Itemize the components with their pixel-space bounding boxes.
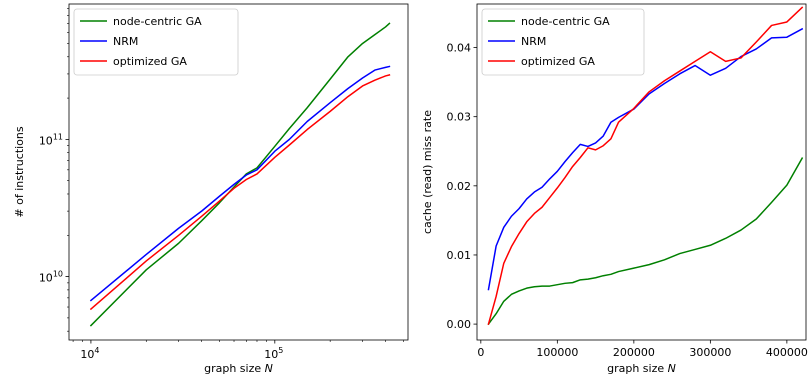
x-tick-label-exponent: 5 (278, 346, 283, 355)
x-axis-label-text: graph size (204, 362, 265, 375)
legend-label-nrm: NRM (521, 35, 546, 48)
x-axis-label-variable: N (265, 362, 273, 375)
x-tick-label: 105 (264, 346, 283, 361)
y-tick-label: 0.00 (447, 318, 472, 331)
series-lines (487, 6, 804, 326)
y-tick-label-exponent: 11 (53, 132, 63, 141)
x-axis-label-variable: N (668, 362, 676, 375)
y-tick-label: 0.03 (447, 111, 472, 124)
x-tick-label-base: 10 (264, 348, 278, 361)
x-tick-label: 100000 (536, 346, 578, 359)
legend: node-centric GA NRM optimized GA (73, 8, 239, 76)
series-line-node-centric-ga (89, 22, 391, 327)
legend-label-node-centric-ga: node-centric GA (113, 15, 202, 28)
x-tick-label: 0 (477, 346, 484, 359)
y-tick-label: 0.04 (447, 42, 472, 55)
legend-box (73, 8, 239, 76)
y-tick-label-base: 10 (39, 272, 53, 285)
series-line-node-centric-ga (487, 157, 804, 326)
y-tick-label: 0.02 (447, 180, 472, 193)
x-tick-label-base: 10 (80, 348, 94, 361)
y-axis-label: # of instructions (13, 126, 26, 217)
legend-label-node-centric-ga: node-centric GA (521, 15, 610, 28)
y-tick-label-base: 10 (39, 134, 53, 147)
axes-frame (476, 3, 807, 341)
legend-label-optimized-ga: optimized GA (113, 55, 187, 68)
series-lines (89, 22, 391, 327)
y-tick-label: 1010 (39, 270, 63, 285)
legend-label-nrm: NRM (113, 35, 138, 48)
series-line-optimized-ga (487, 6, 804, 326)
y-tick-label: 1011 (39, 132, 63, 147)
x-axis-label: graph size N (607, 362, 676, 375)
legend-label-optimized-ga: optimized GA (521, 55, 595, 68)
x-axis-label-text: graph size (607, 362, 668, 375)
legend: node-centric GA NRM optimized GA (481, 8, 645, 76)
x-tick-label: 200000 (613, 346, 655, 359)
x-tick-label: 104 (80, 346, 99, 361)
x-axis-label: graph size N (204, 362, 273, 375)
series-line-optimized-ga (89, 74, 391, 311)
series-line-nrm (487, 27, 804, 291)
y-tick-label-exponent: 10 (53, 270, 63, 279)
x-tick-label: 400000 (766, 346, 808, 359)
right-chart-cache-miss-rate: 0 100000 200000 300000 400000 0.00 0.01 0.02 0.0… (421, 3, 808, 375)
y-axis-label: cache (read) miss rate (421, 110, 434, 234)
series-line-nrm (89, 65, 391, 302)
legend-box (481, 8, 645, 76)
y-tick-label: 0.01 (447, 249, 472, 262)
axes-frame (68, 3, 409, 341)
x-tick-label: 300000 (689, 346, 731, 359)
x-tick-label-exponent: 4 (94, 346, 99, 355)
